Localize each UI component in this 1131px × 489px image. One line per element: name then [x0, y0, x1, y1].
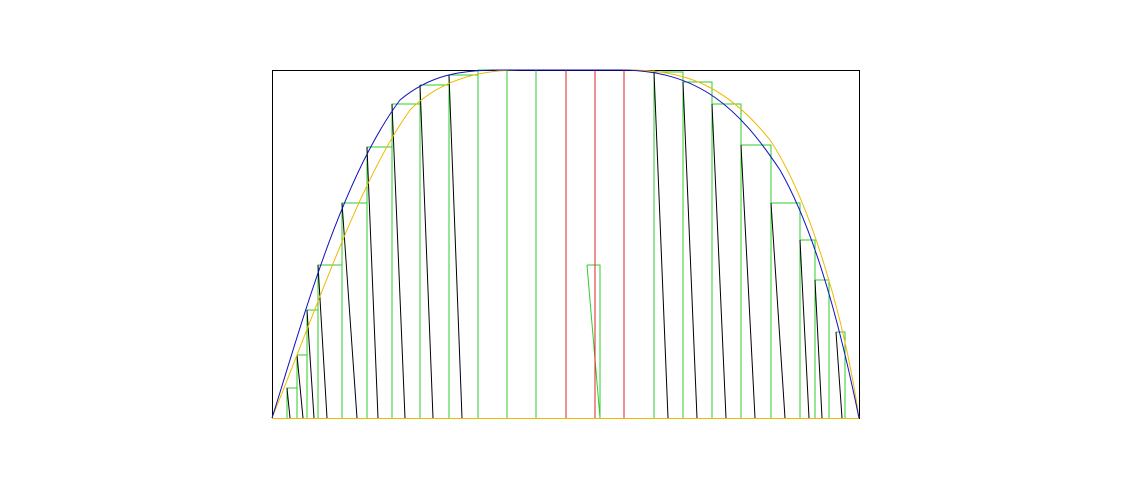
black-lines	[286, 71, 843, 419]
red-lines	[565, 70, 625, 418]
blue-curve	[271, 69, 860, 419]
